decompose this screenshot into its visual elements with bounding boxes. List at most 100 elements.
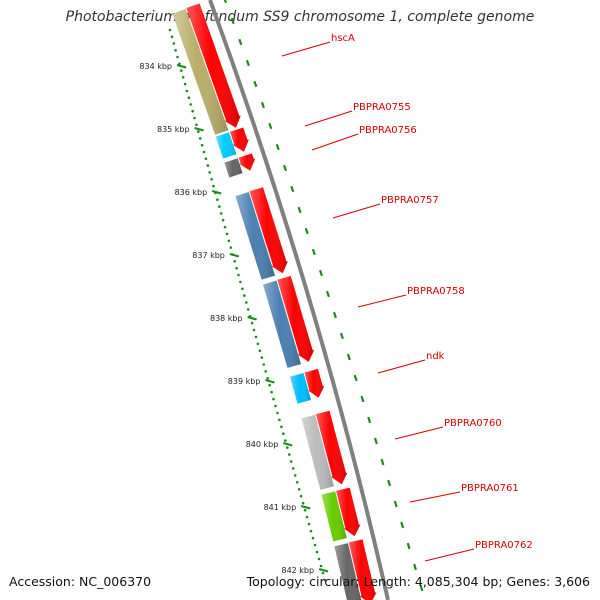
outer-tick	[253, 80, 258, 88]
outer-tick	[268, 122, 273, 130]
accession-label: Accession: NC_006370	[9, 574, 152, 589]
tick-dot	[229, 246, 233, 249]
outer-tick	[290, 185, 295, 193]
tick-dot	[195, 123, 198, 127]
kbp-major-tick	[229, 252, 240, 258]
gene-label: PBPRA0758	[407, 286, 465, 297]
tick-dot	[307, 522, 311, 526]
gene-feature-ndk-shine	[290, 373, 311, 404]
tick-dot	[181, 76, 185, 79]
gene-label: PBPRA0757	[381, 195, 439, 206]
gene-arrow-ndk-shine	[304, 368, 325, 398]
outer-tick-track	[223, 0, 424, 592]
tick-dot	[204, 157, 208, 161]
gene-label-leader	[394, 426, 444, 440]
genome-stats: Topology: circular; Length: 4,085,304 bp…	[246, 574, 590, 589]
tick-dot	[235, 266, 238, 270]
gene-arrow-PBPRA0762-shine	[348, 539, 377, 600]
gene-feature-PBPRA0755-shine	[215, 132, 237, 159]
tick-dot	[299, 494, 303, 498]
tick-dot	[191, 109, 194, 113]
tick-dot	[225, 232, 229, 236]
tick-dot	[289, 460, 293, 463]
outer-tick	[360, 395, 365, 403]
gene-feature-PBPRA0760-shine	[301, 414, 334, 490]
gene-feature-PBPRA0762-shine	[334, 543, 362, 600]
kbp-tick-label: 834 kbp	[139, 62, 172, 71]
outer-tick	[380, 458, 385, 466]
outer-tick	[346, 353, 351, 361]
kbp-major-tick	[265, 378, 275, 384]
gene-label: PBPRA0760	[444, 418, 502, 429]
tick-dot	[291, 467, 295, 470]
tick-dot	[250, 321, 254, 325]
gene-label: PBPRA0755	[353, 102, 411, 113]
outer-tick	[353, 374, 358, 382]
outer-tick	[230, 17, 235, 25]
tick-dot	[193, 116, 196, 120]
kbp-tick-label: 836 kbp	[175, 188, 208, 197]
outer-tick	[318, 269, 323, 277]
tick-dot	[293, 474, 297, 477]
tick-dot	[297, 488, 301, 491]
tick-dot	[218, 205, 221, 208]
gene-arrow-hscA-shine	[186, 3, 241, 128]
gene-label-leader	[409, 491, 461, 503]
tick-dot	[315, 550, 319, 554]
outer-tick	[325, 290, 330, 298]
tick-dot	[239, 280, 242, 284]
tick-dot	[243, 294, 246, 297]
outer-tick	[413, 563, 417, 571]
kbp-tick-label: 839 kbp	[228, 377, 261, 386]
kbp-tick-label: 840 kbp	[246, 440, 279, 449]
tick-dot	[284, 439, 287, 442]
tick-dot	[309, 529, 313, 533]
gene-label-leader	[311, 133, 359, 151]
tick-dot	[223, 225, 227, 229]
outer-tick	[223, 0, 228, 4]
tick-dot	[210, 178, 213, 181]
tick-dot	[276, 411, 279, 415]
gene-arrow-PBPRA0761-shine	[336, 487, 361, 537]
outer-tick	[367, 416, 372, 424]
gene-arrow-PBPRA0757-shine	[249, 187, 288, 274]
gene-label-leader	[281, 41, 331, 57]
tick-dot	[170, 35, 174, 39]
kbp-major-tick	[318, 567, 329, 573]
gene-label: ndk	[426, 351, 445, 362]
tick-dot	[245, 301, 248, 304]
tick-dot	[174, 49, 177, 52]
gene-label: hscA	[331, 33, 355, 44]
tick-dot	[288, 453, 291, 456]
outer-tick	[297, 206, 302, 214]
tick-dot	[319, 564, 323, 568]
kbp-tick-track	[168, 28, 329, 582]
outer-tick	[393, 500, 398, 508]
tick-dot	[227, 239, 231, 243]
kbp-tick-label: 841 kbp	[264, 503, 297, 512]
outer-tick	[245, 59, 250, 67]
tick-dot	[323, 578, 327, 582]
tick-dot	[216, 198, 219, 201]
gene-label: PBPRA0761	[461, 483, 519, 494]
tick-dot	[180, 69, 183, 72]
tick-dot	[233, 260, 236, 263]
tick-dot	[317, 557, 321, 561]
kbp-major-tick	[300, 504, 311, 510]
gene-feature-PBPRA0757-shine	[235, 192, 275, 280]
tick-dot	[219, 212, 223, 215]
gene-label-leader	[424, 548, 475, 562]
tick-dot	[311, 536, 315, 540]
gene-label: PBPRA0762	[475, 540, 533, 551]
kbp-tick-label: 835 kbp	[157, 125, 190, 134]
tick-dot	[202, 150, 206, 154]
outer-tick	[304, 227, 309, 235]
gene-label-leader	[357, 294, 407, 308]
outer-tick	[406, 542, 411, 550]
outer-tick	[400, 521, 405, 529]
gene-label: PBPRA0756	[359, 125, 417, 136]
tick-dot	[262, 363, 266, 366]
kbp-major-tick	[283, 441, 293, 447]
outer-tick	[238, 38, 243, 46]
